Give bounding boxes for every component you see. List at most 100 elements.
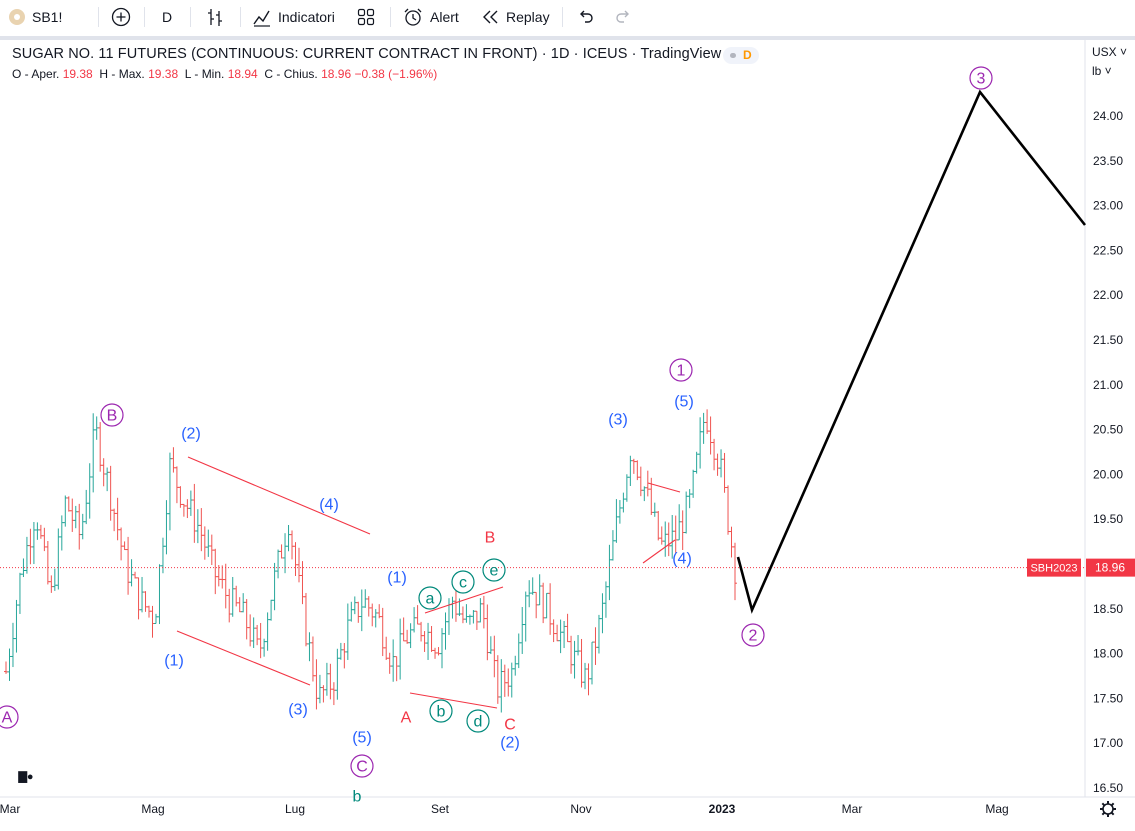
time-tick-label: Nov (570, 802, 591, 816)
time-tick-label: Mar (0, 802, 20, 816)
tv-logo-bg (8, 757, 44, 789)
wave-label[interactable]: C (504, 717, 516, 734)
symbol-logo-icon (8, 8, 26, 26)
price-tick-label: 18.50 (1093, 602, 1123, 616)
wave-label[interactable]: 1 (677, 363, 686, 380)
settings-gear-icon[interactable] (1100, 801, 1116, 817)
projection-path[interactable] (736, 89, 1087, 614)
trendline[interactable] (424, 586, 504, 614)
wave-label[interactable]: b (353, 789, 362, 806)
alarm-clock-icon (402, 6, 424, 28)
chart-type-button[interactable] (204, 0, 226, 34)
price-tick-label: 21.00 (1093, 378, 1123, 392)
wave-label[interactable]: d (474, 714, 483, 731)
undo-icon (576, 7, 596, 27)
wave-label[interactable]: A (401, 710, 412, 727)
wave-label[interactable]: (2) (181, 426, 201, 443)
wave-label-circle (429, 699, 453, 723)
price-tick-label: 18.00 (1093, 647, 1123, 661)
undo-button[interactable] (576, 0, 596, 34)
alert-button[interactable]: Alert (402, 0, 459, 34)
close-label: C - Chius. (264, 67, 318, 81)
tradingview-logo-icon[interactable]: ▇● (17, 771, 33, 783)
last-price-tag (1086, 558, 1135, 577)
wave-label[interactable]: B (485, 530, 496, 547)
wave-label[interactable]: (1) (387, 570, 407, 587)
top-toolbar: SB1! D Indicatori Alert R (0, 0, 1135, 34)
low-label: L - Min. (184, 67, 225, 81)
wave-label[interactable]: B (107, 408, 118, 425)
trendline[interactable] (647, 482, 681, 493)
wave-label-circle (0, 705, 19, 729)
wave-label[interactable]: b (437, 704, 446, 721)
price-tick-label: 23.50 (1093, 154, 1123, 168)
bars-icon (204, 6, 226, 28)
price-tick-label: 16.50 (1093, 781, 1123, 795)
price-tick-label: 20.00 (1093, 467, 1123, 481)
interval-button[interactable]: D (162, 0, 172, 34)
chart-title: SUGAR NO. 11 FUTURES (CONTINUOUS: CURREN… (12, 46, 722, 62)
wave-label-circle (466, 709, 490, 733)
plus-circle-icon (110, 6, 132, 28)
wave-label[interactable]: A (2, 710, 13, 727)
wave-label[interactable]: C (356, 759, 368, 776)
symbol-search[interactable]: SB1! (8, 0, 62, 34)
wave-label-circle (669, 358, 693, 382)
alert-label: Alert (430, 9, 459, 25)
indicators-button[interactable]: Indicatori (252, 0, 335, 34)
time-tick-label: Mag (985, 802, 1008, 816)
replay-label: Replay (506, 9, 550, 25)
wave-label[interactable]: (2) (500, 735, 520, 752)
replay-button[interactable]: Replay (480, 0, 550, 34)
redo-icon (613, 7, 633, 27)
price-tick-label: 20.50 (1093, 423, 1123, 437)
last-price-value: 18.96 (1095, 561, 1125, 575)
wave-label[interactable]: 2 (749, 628, 758, 645)
compare-button[interactable] (110, 0, 132, 34)
wave-label[interactable]: a (426, 591, 435, 608)
price-tick-label: 22.00 (1093, 288, 1123, 302)
wave-label[interactable]: (4) (319, 497, 339, 514)
change-value: −0.38 (−1.96%) (354, 67, 438, 81)
data-delay-label: D (743, 48, 752, 62)
wave-label[interactable]: (3) (288, 702, 308, 719)
time-tick-label: 2023 (709, 802, 736, 816)
wave-label-circle (350, 754, 374, 778)
last-contract-tag (1027, 558, 1081, 577)
redo-button[interactable] (613, 0, 633, 34)
wave-label[interactable]: (1) (164, 653, 184, 670)
high-label: H - Max. (99, 67, 145, 81)
market-status-badge[interactable]: D (723, 47, 759, 64)
wave-label[interactable]: (4) (672, 551, 692, 568)
open-value: 19.38 (62, 67, 93, 81)
status-dot-icon (730, 53, 736, 58)
time-tick-label: Lug (285, 802, 305, 816)
wave-label[interactable]: c (459, 575, 467, 592)
trendline[interactable] (187, 456, 371, 535)
price-tick-label: 23.00 (1093, 199, 1123, 213)
wave-label[interactable]: 3 (977, 71, 986, 88)
symbol-label: SB1! (32, 9, 63, 25)
time-tick-label: Mar (842, 802, 863, 816)
last-contract-label: SBH2023 (1030, 563, 1077, 575)
replay-icon (480, 7, 500, 27)
unit-label[interactable]: lb ˅ (1092, 64, 1112, 78)
templates-button[interactable] (356, 0, 376, 34)
currency-label[interactable]: USX ˅ (1092, 45, 1127, 59)
grid-icon (356, 7, 376, 27)
time-tick-label: Mag (141, 802, 164, 816)
trendline[interactable] (642, 539, 676, 564)
price-tick-label: 19.50 (1093, 512, 1123, 526)
wave-label-circle (969, 66, 993, 90)
trendline[interactable] (176, 630, 311, 686)
open-label: O - Aper. (12, 67, 60, 81)
price-tick-label: 17.50 (1093, 691, 1123, 705)
wave-label[interactable]: (3) (608, 412, 628, 429)
wave-label-circle (482, 558, 506, 582)
wave-label[interactable]: (5) (352, 730, 372, 747)
ohlc-legend: O - Aper. 19.38 H - Max. 19.38 L - Min. … (12, 67, 437, 81)
trendline[interactable] (409, 692, 498, 709)
wave-label[interactable]: (5) (674, 394, 694, 411)
wave-label[interactable]: e (490, 563, 499, 580)
